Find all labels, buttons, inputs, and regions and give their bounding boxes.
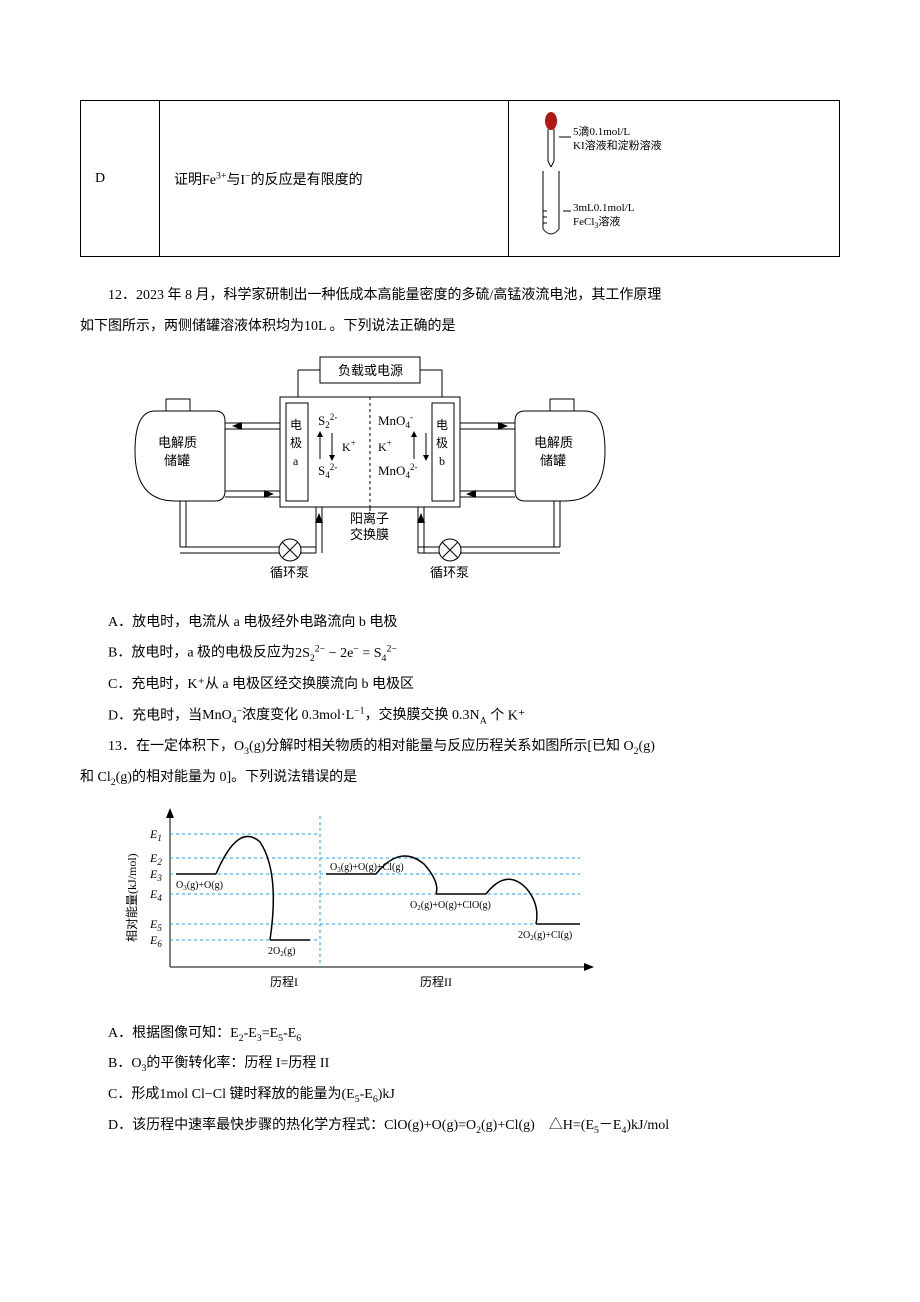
svg-text:E3: E3 <box>149 867 162 883</box>
row-description: 证明Fe3+与I−的反应是有限度的 <box>160 101 509 257</box>
test-tube-diagram: 5滴0.1mol/L KI溶液和淀粉溶液 3mL0.1mol/L FeCl3溶液 <box>523 111 753 241</box>
q13-optA: A．根据图像可知：E2-E3=E5-E6 <box>80 1019 840 1050</box>
svg-text:E6: E6 <box>149 933 162 949</box>
svg-text:2O2(g)+Cl(g): 2O2(g)+Cl(g) <box>518 930 572 942</box>
q12-optD-suffix: 个 K⁺ <box>487 708 526 723</box>
svg-text:交换膜: 交换膜 <box>350 527 389 542</box>
svg-text:O3(g)+O(g): O3(g)+O(g) <box>176 880 223 892</box>
svg-text:2O2(g): 2O2(g) <box>268 946 295 958</box>
svg-text:相对能量(kJ/mol): 相对能量(kJ/mol) <box>125 853 139 942</box>
svg-text:电: 电 <box>436 418 448 432</box>
svg-text:O2(g)+O(g)+ClO(g): O2(g)+O(g)+ClO(g) <box>410 900 491 912</box>
svg-text:阳离子: 阳离子 <box>350 511 389 526</box>
svg-text:循环泵: 循环泵 <box>270 565 309 580</box>
q13-optD: D．该历程中速率最快步骤的热化学方程式：ClO(g)+O(g)=O2(g)+Cl… <box>80 1111 840 1142</box>
svg-text:K+: K+ <box>378 438 392 454</box>
experiment-table: D 证明Fe3+与I−的反应是有限度的 5滴0.1mol/L KI溶液和淀粉溶液 <box>80 100 840 257</box>
q12-optB-prefix: B．放电时，a 极的电极反应为 <box>108 646 295 661</box>
q12-optD-prefix: D．充电时，当 <box>108 708 202 723</box>
svg-text:历程II: 历程II <box>420 974 452 989</box>
svg-text:a: a <box>293 454 299 468</box>
svg-text:极: 极 <box>436 436 448 450</box>
svg-text:O3(g)+O(g)+Cl(g): O3(g)+O(g)+Cl(g) <box>330 862 404 874</box>
svg-text:E5: E5 <box>149 917 162 933</box>
svg-text:电解质: 电解质 <box>158 435 197 450</box>
svg-text:S22-: S22- <box>318 412 337 430</box>
svg-text:K+: K+ <box>342 438 356 454</box>
svg-text:5滴0.1mol/L: 5滴0.1mol/L <box>573 124 630 138</box>
q12-optA: A．放电时，电流从 a 电极经外电路流向 b 电极 <box>80 608 840 639</box>
row-diagram-cell: 5滴0.1mol/L KI溶液和淀粉溶液 3mL0.1mol/L FeCl3溶液 <box>509 101 840 257</box>
svg-text:电: 电 <box>290 418 302 432</box>
svg-text:KI溶液和淀粉溶液: KI溶液和淀粉溶液 <box>573 138 662 152</box>
svg-text:储罐: 储罐 <box>540 453 566 468</box>
q12-intro-2: 如下图所示，两侧储罐溶液体积均为10L 。下列说法正确的是 <box>80 312 840 343</box>
flow-battery-diagram: 负载或电源 电 极 a 电 极 b S22- S42- <box>120 351 620 591</box>
svg-text:3mL0.1mol/L: 3mL0.1mol/L <box>573 202 635 214</box>
q12-intro-1: 12．2023 年 8 月，科学家研制出一种低成本高能量密度的多硫/高锰液流电池… <box>80 281 840 312</box>
q12-optD-mid: 浓度变化 0.3mol·L−1，交换膜交换 0.3N <box>242 708 480 723</box>
svg-text:E1: E1 <box>149 827 162 843</box>
svg-text:MnO4-: MnO4- <box>378 412 413 430</box>
svg-text:历程I: 历程I <box>270 974 298 989</box>
svg-text:b: b <box>439 454 445 468</box>
svg-text:E4: E4 <box>149 887 162 903</box>
svg-text:FeCl3溶液: FeCl3溶液 <box>573 214 620 230</box>
top-box-label: 负载或电源 <box>338 363 403 378</box>
svg-text:储罐: 储罐 <box>164 453 190 468</box>
q13-optB: B．O3的平衡转化率：历程 I=历程 II <box>80 1049 840 1080</box>
q13-intro-2: 和 Cl2(g)的相对能量为 0]。下列说法错误的是 <box>80 763 840 794</box>
energy-profile-diagram: 相对能量(kJ/mol) E1 E2 E3 E4 E5 E6 O3(g)+ <box>120 802 600 1002</box>
q12-optC: C．充电时，K⁺从 a 电极区经交换膜流向 b 电极区 <box>80 670 840 701</box>
q13-optC: C．形成1mol Cl−Cl 键时释放的能量为(E5-E6)kJ <box>80 1080 840 1111</box>
svg-text:电解质: 电解质 <box>534 435 573 450</box>
table-row: D 证明Fe3+与I−的反应是有限度的 5滴0.1mol/L KI溶液和淀粉溶液 <box>81 101 840 257</box>
q13-intro-1: 13．在一定体积下，O3(g)分解时相关物质的相对能量与反应历程关系如图所示[已… <box>80 732 840 763</box>
svg-text:MnO42-: MnO42- <box>378 462 417 480</box>
q12-optB: B．放电时，a 极的电极反应为2S22− − 2e− = S42− <box>80 638 840 669</box>
svg-text:E2: E2 <box>149 851 162 867</box>
svg-text:极: 极 <box>290 436 302 450</box>
svg-text:S42-: S42- <box>318 462 337 480</box>
q12-optD: D．充电时，当MnO4−浓度变化 0.3mol·L−1，交换膜交换 0.3NA … <box>80 701 840 732</box>
svg-text:循环泵: 循环泵 <box>430 565 469 580</box>
row-label: D <box>81 101 160 257</box>
